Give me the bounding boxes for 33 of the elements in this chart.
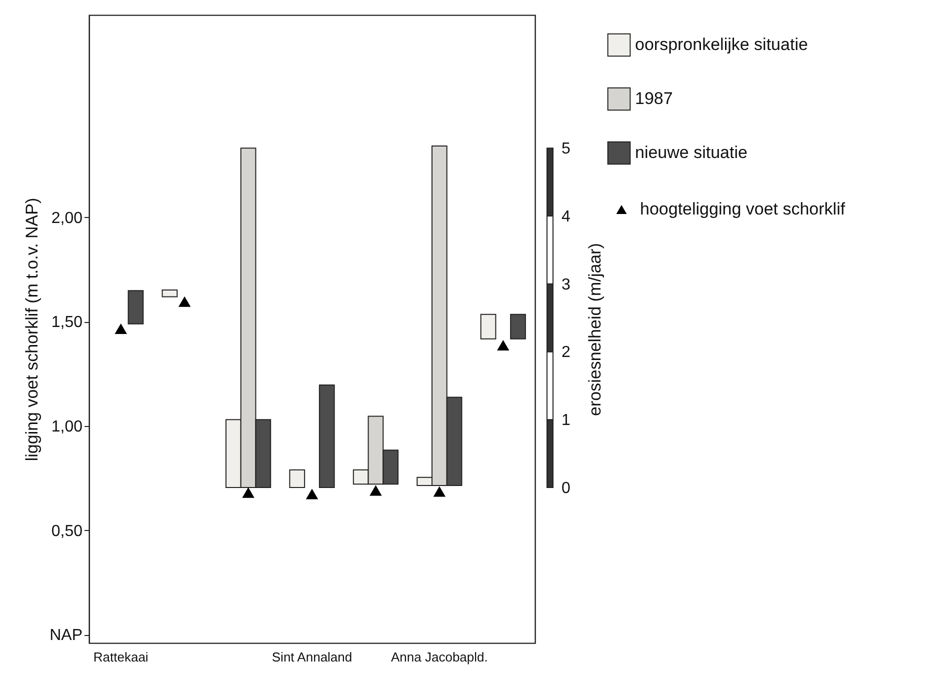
legend-label: oorspronkelijke situatie [635,35,808,54]
bar [480,314,496,340]
legend-label: nieuwe situatie [635,143,748,162]
y2-tick-label: 3 [562,276,570,294]
bar [318,384,335,488]
y2-axis-title: erosiesnelheid (m/jaar) [585,243,604,416]
point [497,340,509,351]
y-tick-label: 2,00 [51,210,83,227]
x-tick-label: Anna Jacobapld. [391,650,488,664]
bar [510,314,526,340]
y2-tick-label: 0 [562,480,570,498]
bar [162,289,178,298]
point [306,489,318,500]
y2-tick-label: 5 [562,140,570,158]
bar [289,469,306,488]
y-tick-label: 0,50 [51,522,83,540]
y-axis-title: ligging voet schorklif (m t.o.v. NAP) [22,198,42,462]
point [115,324,127,334]
point [242,488,254,498]
x-tick-label: Sint Annaland [272,650,352,664]
y-tick-label: 1,00 [51,418,83,436]
y2-tick-label: 2 [562,344,570,362]
x-tick-label: Rattekaai [93,650,148,664]
y2-tick-label: 1 [562,412,570,430]
y2-tick-label: 4 [562,208,570,226]
point [178,296,190,307]
y-tick-label: NAP [50,627,82,644]
y-tick-label: 1,50 [51,314,83,332]
legend-label: hoogteligging voet schorklif [640,200,846,218]
bar [128,290,144,324]
point [370,486,382,496]
point [434,486,446,497]
legend-label: 1987 [635,89,673,108]
